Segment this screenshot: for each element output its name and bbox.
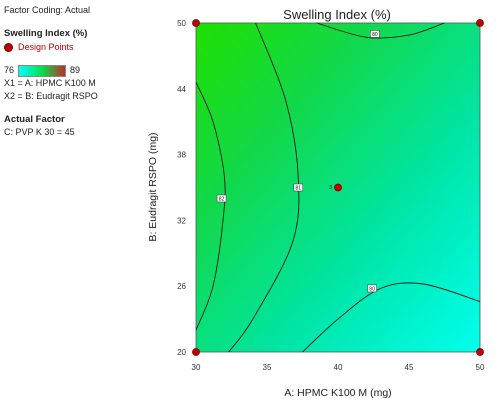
- contour-label-0: 82: [219, 196, 225, 202]
- design-point-marker-icon: [4, 43, 13, 52]
- y-tick-label-4: 44: [177, 85, 186, 94]
- y-tick-label-2: 32: [177, 216, 186, 225]
- design-points-label: Design Points: [18, 42, 74, 52]
- factor-coding-label: Factor Coding: Actual: [4, 5, 91, 15]
- y-axis-ticks: 20 26 32 38 44 50: [177, 19, 186, 357]
- contour-line-81-1: [228, 22, 300, 353]
- contour-label-box-0: [216, 194, 227, 203]
- contour-label-box-1: [293, 183, 303, 192]
- chart-title: Swelling Index (%): [283, 7, 391, 22]
- legend-panel: Factor Coding: Actual Swelling Index (%)…: [4, 4, 144, 139]
- design-points-legend: Design Points: [4, 41, 144, 54]
- contour-line-80-3: [302, 282, 481, 353]
- y-tick-label-3: 38: [177, 151, 186, 160]
- x-axis-ticks: 30 35 40 45 50: [192, 363, 485, 372]
- scale-min-label: 76: [4, 65, 15, 75]
- response-title: Swelling Index (%): [4, 28, 88, 39]
- design-point-3: [476, 348, 484, 356]
- contour-label-box-3: [367, 284, 377, 293]
- design-point-0: [192, 19, 200, 27]
- design-point-count-label: 3: [329, 185, 332, 191]
- x-tick-label-0: 30: [192, 363, 201, 372]
- x-tick-label-4: 50: [476, 363, 485, 372]
- actual-factor-title: Actual Factor: [4, 114, 65, 125]
- color-scale: 76 89: [4, 64, 144, 77]
- y-axis-label: B: Eudragit RSPO (mg): [147, 132, 159, 241]
- design-point-2: [192, 348, 200, 356]
- actual-factor-value: C: PVP K 30 = 45: [4, 127, 75, 137]
- contour-label-2: 80: [372, 32, 378, 38]
- x-axis-label: A: HPMC K100 M (mg): [284, 387, 391, 399]
- x-tick-label-2: 40: [334, 363, 343, 372]
- y-tick-label-5: 50: [177, 19, 186, 28]
- contour-label-3: 80: [369, 286, 375, 292]
- design-point-1: [476, 19, 484, 27]
- x-tick-label-3: 45: [405, 363, 414, 372]
- x1-definition: X1 = A: HPMC K100 M: [4, 78, 96, 88]
- y-tick-label-1: 26: [177, 282, 186, 291]
- scale-max-label: 89: [70, 65, 81, 75]
- x2-definition: X2 = B: Eudragit RSPO: [4, 91, 98, 101]
- x-tick-label-1: 35: [263, 363, 272, 372]
- contour-label-box-2: [370, 30, 380, 38]
- design-point-4: [334, 183, 342, 192]
- design-points: 3: [192, 19, 484, 356]
- contour-line-80-2: [316, 22, 445, 39]
- y-tick-label-0: 20: [177, 348, 186, 357]
- color-scale-bar: [18, 64, 67, 77]
- contour-label-1: 81: [295, 186, 301, 192]
- contour-lines: 82 81 80 80: [195, 22, 481, 353]
